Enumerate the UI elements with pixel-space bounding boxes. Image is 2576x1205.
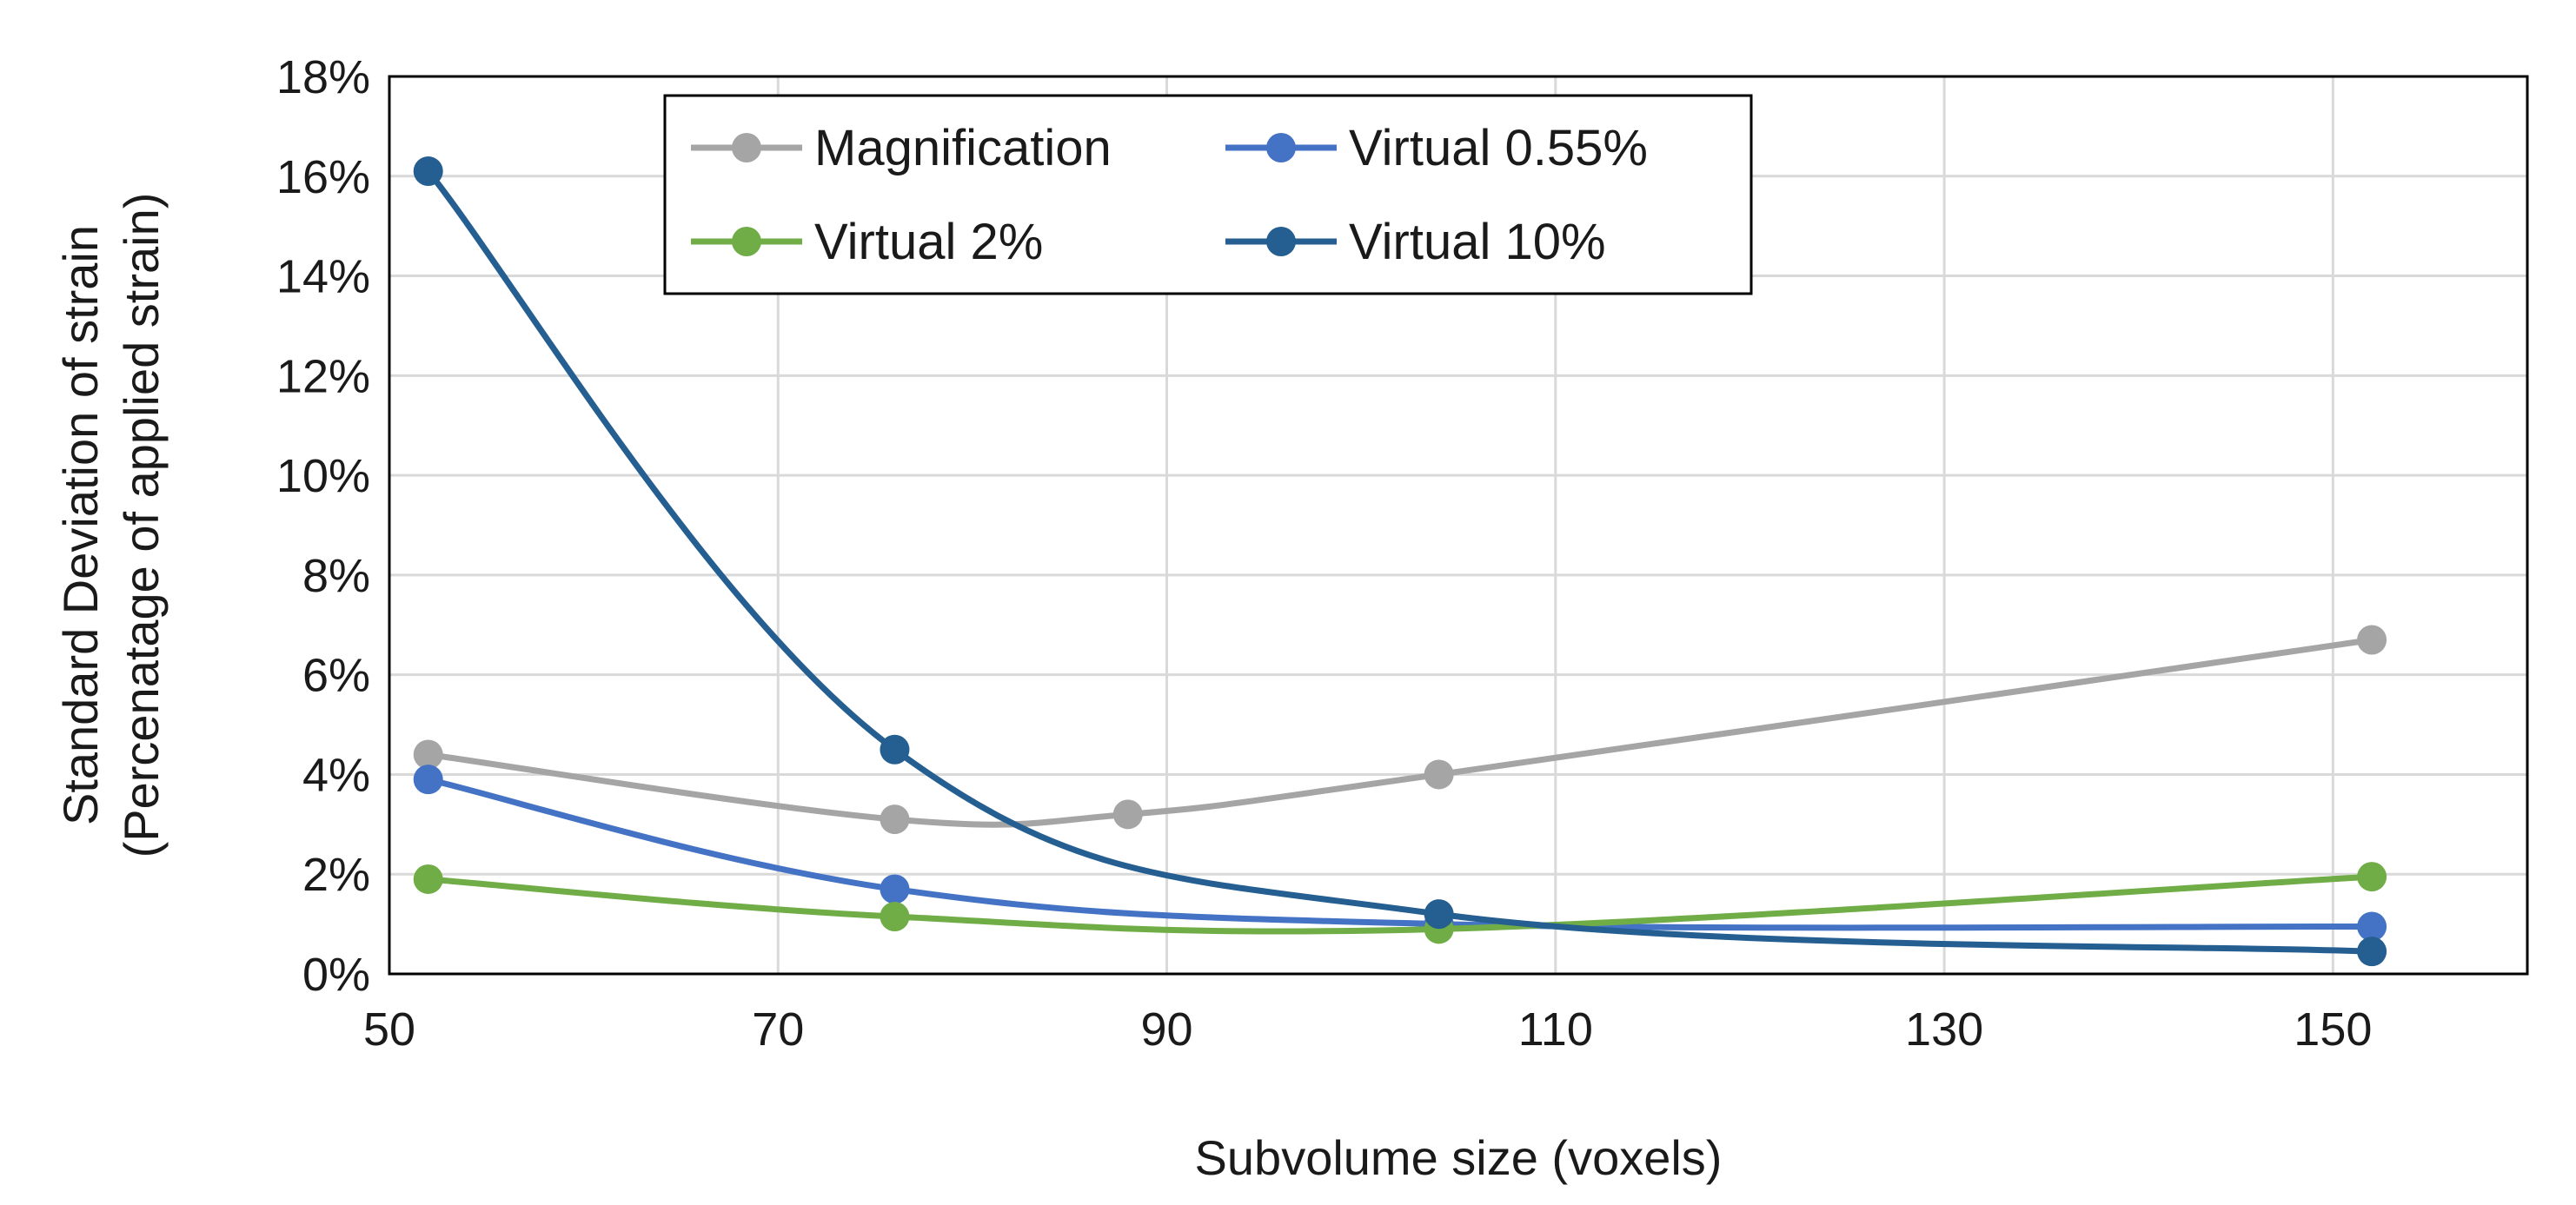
legend-swatch-marker: [1266, 133, 1296, 162]
y-tick-label: 2%: [302, 849, 370, 901]
series-magnification: [413, 625, 2387, 835]
data-point: [2357, 937, 2387, 967]
y-axis-title-line-2: (Percenatage of applied strain): [114, 193, 169, 858]
x-axis-title: Subvolume size (voxels): [1195, 1130, 1723, 1185]
x-tick-label: 50: [363, 1003, 415, 1056]
legend-swatch-marker: [732, 227, 761, 256]
data-point: [413, 156, 443, 187]
x-tick-label: 110: [1518, 1003, 1593, 1056]
x-tick-label: 150: [2294, 1003, 2372, 1056]
series-line: [425, 636, 2375, 828]
data-point: [880, 734, 910, 765]
y-tick-label: 0%: [302, 949, 370, 1001]
legend-label: Virtual 10%: [1349, 214, 1606, 270]
y-tick-label: 16%: [276, 151, 370, 203]
legend-box: [663, 94, 1753, 295]
legend-item: Magnification: [691, 120, 1112, 176]
legend-swatch-marker: [732, 133, 761, 162]
data-point: [413, 765, 443, 795]
legend-label: Virtual 2%: [814, 214, 1043, 270]
data-point: [2357, 911, 2387, 942]
y-axis-title: Standard Deviation of strain (Percenatag…: [53, 193, 169, 858]
series-line: [425, 168, 2375, 955]
plot-area-frame: [388, 75, 2529, 976]
data-point: [413, 739, 443, 770]
tick-labels: 0% 2% 4% 6% 8% 10% 12% 14% 16% 18% 50 70 90 110 130 150: [276, 51, 2373, 1056]
data-point: [1424, 899, 1454, 930]
y-tick-label: 18%: [276, 51, 370, 103]
data-point: [1424, 759, 1454, 790]
data-point: [2357, 862, 2387, 892]
legend-item: Virtual 0.55%: [1225, 120, 1648, 176]
data-point: [1112, 799, 1143, 830]
data-point: [413, 864, 443, 894]
legend-label: Virtual 0.55%: [1349, 120, 1648, 176]
data-point: [880, 804, 910, 835]
series-line: [425, 873, 2375, 935]
y-axis-title-line-1: Standard Deviation of strain: [53, 225, 108, 825]
legend-item: Virtual 2%: [691, 214, 1043, 270]
data-point: [880, 902, 910, 932]
x-tick-label: 70: [752, 1003, 804, 1056]
y-tick-label: 14%: [276, 251, 370, 303]
legend: Magnification Virtual 0.55% Virtual 2% Virt…: [663, 94, 1753, 295]
x-tick-label: 90: [1141, 1003, 1193, 1056]
legend-swatch-marker: [1266, 227, 1296, 256]
series-line: [425, 776, 2375, 931]
series-virtual-10-: [413, 156, 2387, 967]
legend-item: Virtual 10%: [1225, 214, 1606, 270]
y-tick-label: 10%: [276, 450, 370, 502]
data-point: [880, 874, 910, 904]
x-tick-label: 130: [1905, 1003, 1983, 1056]
y-tick-label: 12%: [276, 350, 370, 402]
y-tick-label: 8%: [302, 550, 370, 602]
y-tick-label: 6%: [302, 650, 370, 702]
data-point: [2357, 625, 2387, 655]
legend-label: Magnification: [814, 120, 1112, 176]
series-layer: [413, 156, 2387, 967]
y-tick-label: 4%: [302, 749, 370, 801]
legend-items: Magnification Virtual 0.55% Virtual 2% Virt…: [691, 120, 1648, 270]
